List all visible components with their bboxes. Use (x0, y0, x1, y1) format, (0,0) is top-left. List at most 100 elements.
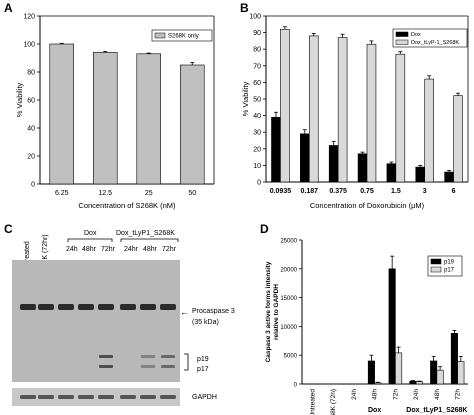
procaspase-band (78, 304, 94, 310)
x-tick-label: 24h (351, 389, 358, 400)
x-tick-label: 72h (455, 389, 462, 400)
y-tick-label: 30 (253, 130, 261, 137)
legend-label: p17 (444, 268, 455, 274)
y-tick-label: 15000 (280, 296, 297, 302)
y-tick-label: 100 (249, 14, 261, 21)
legend-label: Dox_tLyP-1_S268K (411, 40, 459, 46)
y-tick-label: 40 (253, 113, 261, 120)
legend-label: S268K only (168, 34, 199, 40)
y-tick-label: 20000 (280, 267, 297, 273)
lane-label-dox-72hr: 72hr (101, 246, 116, 253)
y-axis-label: relative to GAPDH (273, 284, 280, 340)
lane-label-dox-48hr: 48hr (82, 246, 97, 253)
p17-label: p17 (197, 366, 209, 373)
y-tick-label: 70 (253, 63, 261, 70)
conj-bracket (120, 238, 179, 242)
y-tick-label: 20 (27, 154, 35, 161)
lane-label-s268k: S268K (72hr) (42, 234, 49, 276)
x-tick-label: 3 (423, 188, 427, 195)
bar-p17 (436, 369, 444, 385)
legend-swatch (430, 266, 442, 273)
bar-dox (444, 171, 454, 183)
western-blot-panel: Untreated S268K (72hr) Dox Dox_tLyP1_S26… (0, 220, 240, 415)
bar-p19 (409, 380, 417, 385)
p19-band (141, 355, 155, 358)
y-tick-label: 100 (23, 42, 35, 49)
panel-c-letter: C (4, 222, 13, 236)
chart-d-caspase3-intensity: 0 5000 10000 15000 20000 25000 Untreated S268K … (265, 239, 468, 415)
gapdh-band (20, 395, 36, 399)
y-axis-label: % Viability (241, 82, 250, 117)
gapdh-band (78, 395, 94, 399)
y-tick-label: 20 (253, 146, 261, 153)
legend-label: p19 (444, 260, 455, 266)
bar-p19 (367, 360, 375, 385)
bar-dox-tlyp-1-s268k (280, 28, 290, 183)
bar-dox-tlyp-1-s268k (395, 53, 406, 183)
lane-label-dox-24h: 24h (66, 246, 78, 253)
dox-bracket (67, 238, 113, 242)
legend-swatch (395, 39, 409, 45)
group-label-dox-tlyp1: Dox_tLyP1_S268K (116, 230, 175, 237)
panel-a-letter: A (4, 1, 13, 15)
bar-dox (415, 166, 426, 183)
x-tick-label: 0.0935 (270, 188, 292, 195)
lane-label-untreated: Untreated (24, 241, 31, 272)
bar-p19 (450, 333, 458, 385)
y-tick-label: 0 (257, 180, 261, 187)
x-tick-label: 6.25 (55, 190, 69, 197)
y-tick-label: 10 (253, 163, 261, 170)
bar-p17 (395, 352, 403, 385)
legend-swatch (395, 31, 409, 37)
group-label-dox: Dox (84, 230, 97, 237)
p19-band (99, 355, 113, 358)
bar-dox-tlyp-1-s268k (424, 78, 434, 183)
p19-p17-bracket (184, 353, 189, 371)
y-tick-label: 80 (253, 47, 261, 54)
bar-dox-tlyp-1-s268k (366, 43, 377, 183)
procaspase-band (98, 304, 114, 310)
bar-dox (357, 153, 368, 183)
bar-dox-tlyp-1-s268k (453, 95, 463, 183)
bar-dox-tlyp-1-s268k (337, 37, 348, 183)
procaspase-band (120, 304, 136, 310)
procaspase-label: Procaspase 3 (192, 308, 235, 315)
bar-p17 (374, 382, 382, 385)
bar-s268k-only (92, 52, 118, 185)
procaspase-band (38, 304, 54, 310)
blot-membrane (12, 260, 180, 382)
gapdh-membrane (12, 388, 180, 406)
group-label-dox-tlyp1: Dox_tLyP1_S268K (406, 407, 467, 414)
y-tick-label: 60 (253, 80, 261, 87)
bar-s268k-only (136, 53, 162, 185)
bar-s268k-only (179, 64, 205, 185)
bar-p17 (415, 381, 423, 385)
gapdh-band (98, 395, 114, 399)
gapdh-band (160, 395, 176, 399)
x-axis-label: Concentration of S268K (nM) (78, 201, 176, 210)
x-tick-label: 0.75 (360, 188, 374, 195)
x-tick-label: 48h (434, 389, 441, 400)
bar-dox (271, 116, 281, 183)
bar-p17 (457, 361, 465, 385)
panel-b-letter: B (240, 1, 249, 15)
legend-swatch (154, 32, 166, 39)
procaspase-kda-label: (35 kDa) (192, 319, 219, 326)
legend-box (151, 29, 213, 42)
panel-d-letter: D (260, 222, 269, 236)
procaspase-arrow: ← (180, 307, 189, 317)
x-axis-label: Concentration of Doxorubicin (μM) (310, 201, 425, 210)
procaspase-band (58, 304, 74, 310)
lane-label-conj-48hr: 48hr (143, 246, 158, 253)
gapdh-band (58, 395, 74, 399)
x-tick-label: 50 (188, 190, 196, 197)
p17-band (141, 365, 155, 368)
x-tick-label: 0.187 (301, 188, 319, 195)
y-tick-label: 120 (23, 14, 35, 21)
procaspase-band (20, 304, 36, 310)
bar-p19 (430, 360, 438, 385)
y-tick-label: 5000 (284, 354, 298, 360)
x-tick-label: 48h (372, 389, 379, 400)
p17-band (99, 365, 113, 368)
group-label-dox: Dox (368, 407, 381, 414)
